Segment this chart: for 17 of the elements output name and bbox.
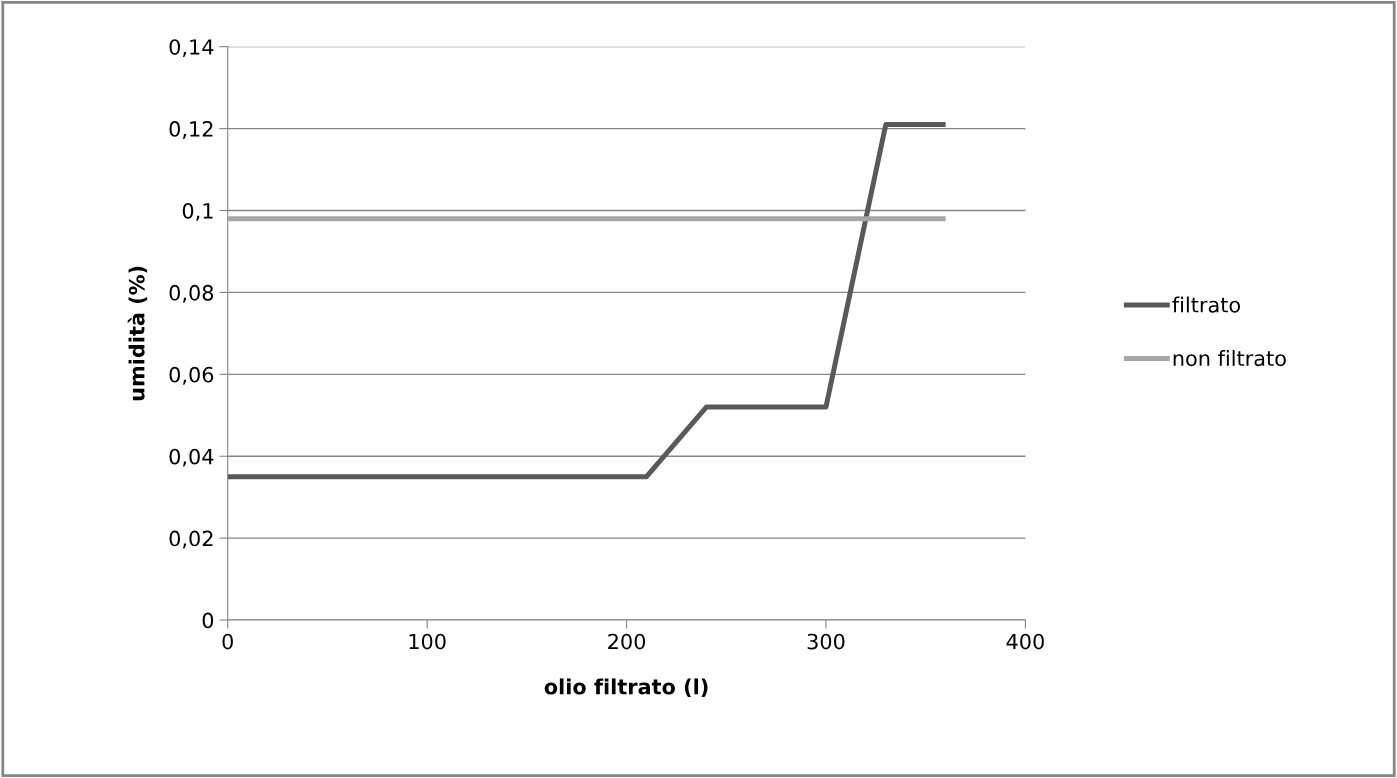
y-tick-label: 0,06 — [169, 366, 214, 385]
x-axis-title: olio filtrato (l) — [544, 678, 708, 697]
y-tick-label: 0,1 — [182, 202, 213, 221]
y-axis-title: umidità (%) — [127, 266, 148, 401]
y-tick-label: 0,02 — [169, 530, 213, 549]
x-tick-label: 0 — [222, 633, 233, 650]
y-tick-label: 0,08 — [169, 284, 214, 303]
legend-label: filtrato — [1172, 296, 1241, 313]
y-tick-label: 0,12 — [169, 121, 213, 139]
y-tick-label: 0,14 — [169, 39, 214, 58]
x-tick-label: 100 — [409, 633, 446, 650]
y-tick-label: 0,04 — [169, 448, 214, 467]
x-tick-label: 300 — [807, 633, 845, 650]
y-tick-label: 0 — [202, 612, 214, 629]
x-tick-label: 400 — [1006, 633, 1044, 650]
legend-label: non filtrato — [1173, 350, 1286, 367]
x-tick-label: 200 — [608, 633, 646, 650]
